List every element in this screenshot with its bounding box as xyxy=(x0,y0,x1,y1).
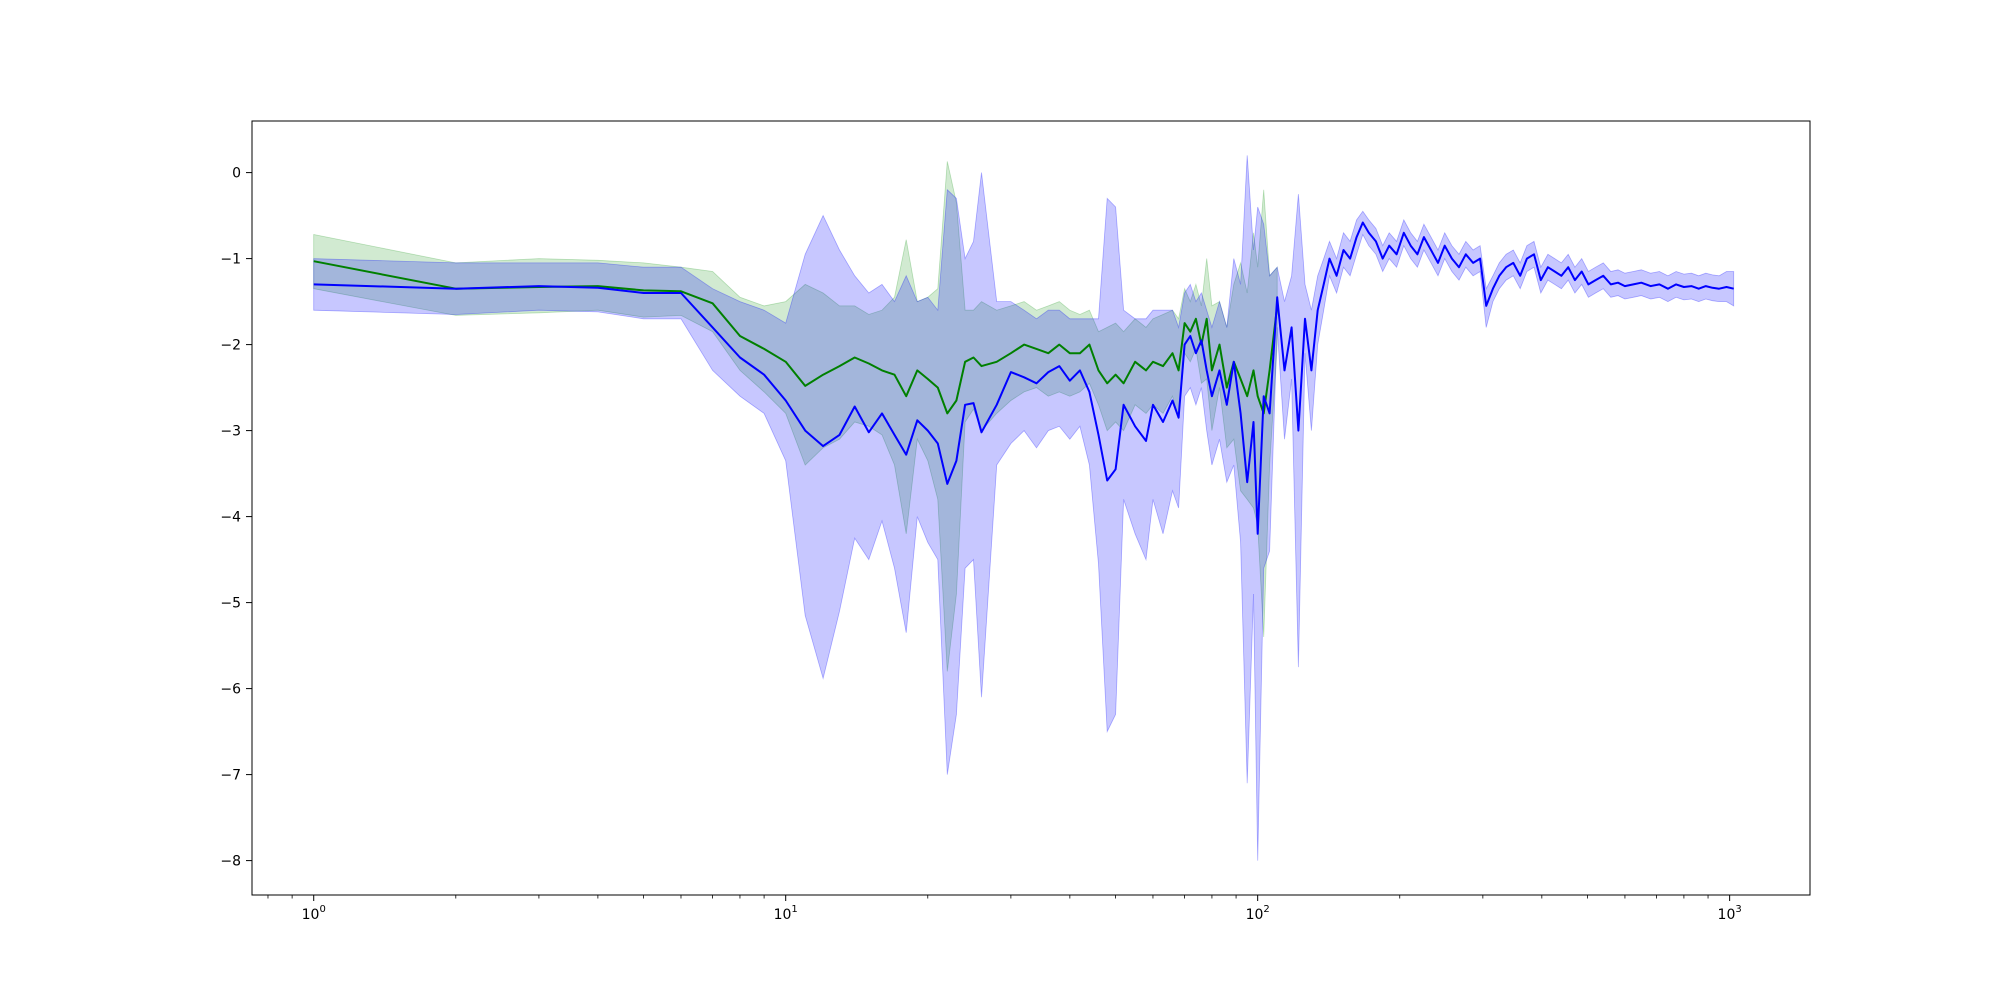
y-tick-label: −4 xyxy=(220,510,241,526)
series-2-line xyxy=(313,221,1734,535)
x-tick-exponent: 2 xyxy=(1263,904,1269,915)
y-axis: 0 −1 −2 −3 −4 −5 −6 −7 −8 xyxy=(220,166,252,870)
x-tick-label: 100 xyxy=(302,904,326,923)
y-tick-label: −8 xyxy=(220,854,241,870)
x-tick-exponent: 3 xyxy=(1735,904,1741,915)
x-tick-label: 101 xyxy=(774,904,798,923)
series-1-line xyxy=(313,260,1279,415)
x-tick-base: 10 xyxy=(1718,907,1736,923)
y-tick-label: 0 xyxy=(232,166,241,182)
x-tick-base: 10 xyxy=(1246,907,1264,923)
y-tick-label: −5 xyxy=(220,596,241,612)
y-tick-label: −1 xyxy=(220,252,241,268)
y-tick-label: −2 xyxy=(220,338,241,354)
plot-frame xyxy=(251,120,1811,896)
x-tick-label: 103 xyxy=(1718,904,1742,923)
x-tick-label: 102 xyxy=(1246,904,1270,923)
x-tick-base: 10 xyxy=(302,907,320,923)
y-tick-label: −6 xyxy=(220,682,241,698)
y-tick-label: −7 xyxy=(220,768,241,784)
x-tick-base: 10 xyxy=(774,907,792,923)
series-lines xyxy=(313,221,1734,535)
series-2-band xyxy=(313,155,1735,861)
x-tick-exponent: 1 xyxy=(791,904,797,915)
x-axis: 100 101 102 103 xyxy=(267,895,1742,923)
x-tick-exponent: 0 xyxy=(319,904,325,915)
y-tick-label: −3 xyxy=(220,424,241,440)
